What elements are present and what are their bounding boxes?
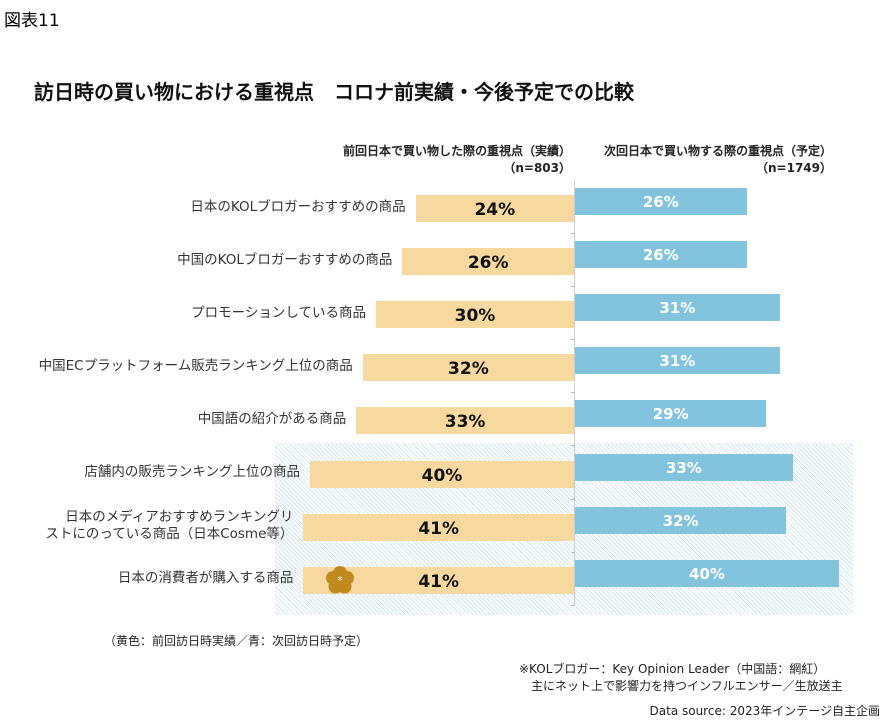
left-value-label: 24% (474, 200, 516, 220)
right-bar (575, 241, 747, 269)
chart-title: 訪日時の買い物における重視点 コロナ前実績・今後予定での比較 (34, 80, 634, 104)
category-label: 中国のKOLブロガーおすすめの商品 (177, 252, 392, 269)
right-value-label: 33% (665, 458, 702, 477)
category-label-line: 中国ECプラットフォーム販売ランキング上位の商品 (38, 357, 353, 374)
legend-note: （黄色：前回訪日時実績／青：次回訪日時予定） (104, 634, 369, 648)
axis-tick (571, 445, 575, 447)
right-bar (575, 506, 787, 534)
axis-tick (571, 604, 575, 606)
left-bar (310, 460, 574, 488)
left-value-label: 33% (444, 412, 486, 433)
category-label-line: 中国語の紹介がある商品 (197, 410, 347, 427)
left-bar (402, 248, 574, 276)
category-label: 中国ECプラットフォーム販売ランキング上位の商品 (39, 358, 353, 375)
left-series-header: 前回日本で買い物した際の重視点（実績） （n=803） (343, 143, 571, 177)
kol-note-1: ※KOLブロガー：Key Opinion Leader（中国語：網紅） (519, 662, 826, 676)
left-series-name: 前回日本で買い物した際の重視点（実績） (342, 144, 571, 158)
category-label: 日本の消費者が購入する商品 (118, 570, 294, 587)
data-source: Data source: 2023年インテージ自主企画 (649, 704, 880, 718)
category-label: 日本のKOLブロガーおすすめの商品 (190, 199, 405, 216)
left-series-n: （n=803） (503, 161, 571, 175)
left-bar (415, 195, 574, 222)
category-label: 中国語の紹介がある商品 (198, 411, 347, 428)
right-value-label: 31% (659, 299, 696, 318)
right-bar (575, 294, 780, 322)
right-bar (575, 559, 839, 587)
right-bar (575, 347, 780, 375)
right-series-name: 次回日本で買い物する際の重視点（予定） (603, 144, 832, 158)
axis-tick (571, 233, 575, 234)
right-bar (575, 453, 793, 481)
axis-tick (571, 551, 575, 553)
right-value-label: 26% (642, 246, 679, 265)
axis-tick (571, 339, 575, 341)
left-value-label: 41% (418, 571, 460, 592)
figure-label: 図表11 (4, 11, 60, 31)
right-series-n: （n=1749） (756, 161, 832, 175)
svg-text:*: * (337, 574, 343, 587)
category-label-line: 日本のKOLブロガーおすすめの商品 (190, 198, 406, 215)
left-bar (362, 354, 574, 382)
left-value-label: 32% (448, 359, 489, 380)
flower-icon: * (325, 565, 355, 595)
axis-tick (571, 498, 575, 500)
category-label: プロモーションしている商品 (191, 305, 366, 322)
category-label-line: 日本の消費者が購入する商品 (117, 570, 294, 587)
right-bar (575, 188, 747, 215)
left-bar (356, 407, 574, 435)
category-label: 日本のメディアおすすめランキングリ ストにのっている商品（日本Cosme等） (45, 509, 293, 543)
category-label: 店舗内の販売ランキング上位の商品 (84, 464, 300, 481)
left-value-label: 30% (454, 306, 496, 327)
axis-tick (571, 392, 575, 394)
category-label-line: 店舗内の販売ランキング上位の商品 (84, 464, 300, 480)
right-value-label: 40% (689, 564, 725, 583)
axis-tick (571, 286, 575, 288)
category-label-line: 日本のメディアおすすめランキングリ (65, 508, 294, 525)
right-value-label: 31% (659, 352, 696, 371)
left-value-label: 41% (418, 518, 460, 539)
left-bar (303, 513, 574, 541)
category-label-line: プロモーションしている商品 (191, 304, 366, 321)
category-label-line: 中国のKOLブロガーおすすめの商品 (177, 251, 393, 268)
right-series-header: 次回日本で買い物する際の重視点（予定） （n=1749） (604, 143, 832, 177)
category-label-line: ストにのっている商品（日本Cosme等） (45, 525, 294, 542)
right-value-label: 29% (652, 405, 689, 424)
left-bar (376, 301, 574, 329)
left-value-label: 40% (421, 465, 463, 486)
left-value-label: 26% (467, 253, 509, 274)
right-value-label: 32% (662, 511, 699, 530)
right-value-label: 26% (642, 193, 679, 211)
kol-note-2: 主にネット上で影響力を持つインフルエンサー／生放送主 (531, 679, 843, 693)
right-bar (575, 400, 767, 428)
